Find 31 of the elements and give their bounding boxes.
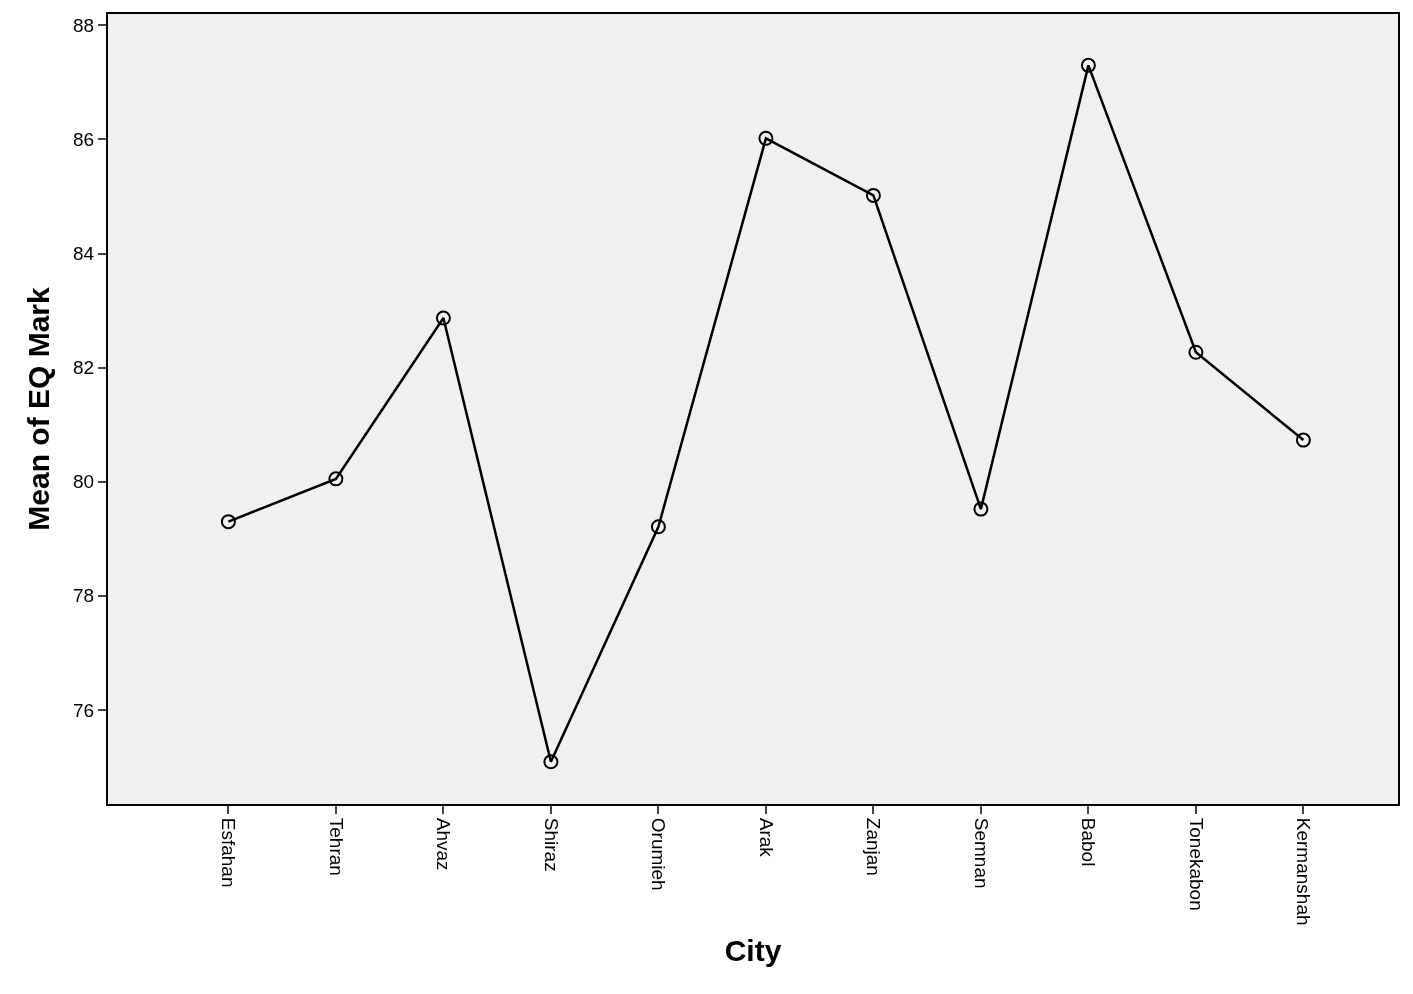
point	[435, 310, 451, 326]
point	[1295, 432, 1311, 448]
x-tick-label: Tonekabon	[1185, 817, 1207, 911]
x-tick-label: Arak	[755, 817, 777, 858]
point	[1188, 344, 1204, 360]
x-tick-label: Babol	[1078, 817, 1100, 867]
point	[973, 501, 989, 517]
point	[220, 514, 236, 530]
x-tick-label: Orumieh	[648, 817, 670, 891]
x-tick-label: Kermanshah	[1293, 817, 1315, 926]
x-tick-label: Shiraz	[540, 817, 562, 872]
point	[865, 187, 881, 203]
x-tick-label: Zanjan	[863, 817, 885, 876]
point	[758, 130, 774, 146]
y-axis-title: Mean of EQ Mark	[21, 287, 55, 531]
x-tick-label: Semnan	[970, 817, 992, 889]
point	[328, 471, 344, 487]
point	[1080, 57, 1096, 73]
y-tick-label: 78	[73, 585, 95, 607]
x-axis-title: City	[724, 933, 782, 967]
point	[543, 754, 559, 770]
y-tick-label: 82	[73, 357, 95, 379]
y-tick-label: 86	[73, 129, 95, 151]
x-tick-label: Ahvaz	[433, 817, 455, 871]
x-tick-label: Tehran	[325, 817, 347, 876]
point	[650, 519, 666, 535]
y-tick-label: 76	[73, 699, 95, 721]
y-tick-label: 88	[73, 15, 95, 37]
y-tick-label: 84	[73, 243, 95, 265]
x-tick-label: Esfahan	[218, 817, 240, 888]
y-tick-label: 80	[73, 471, 95, 493]
